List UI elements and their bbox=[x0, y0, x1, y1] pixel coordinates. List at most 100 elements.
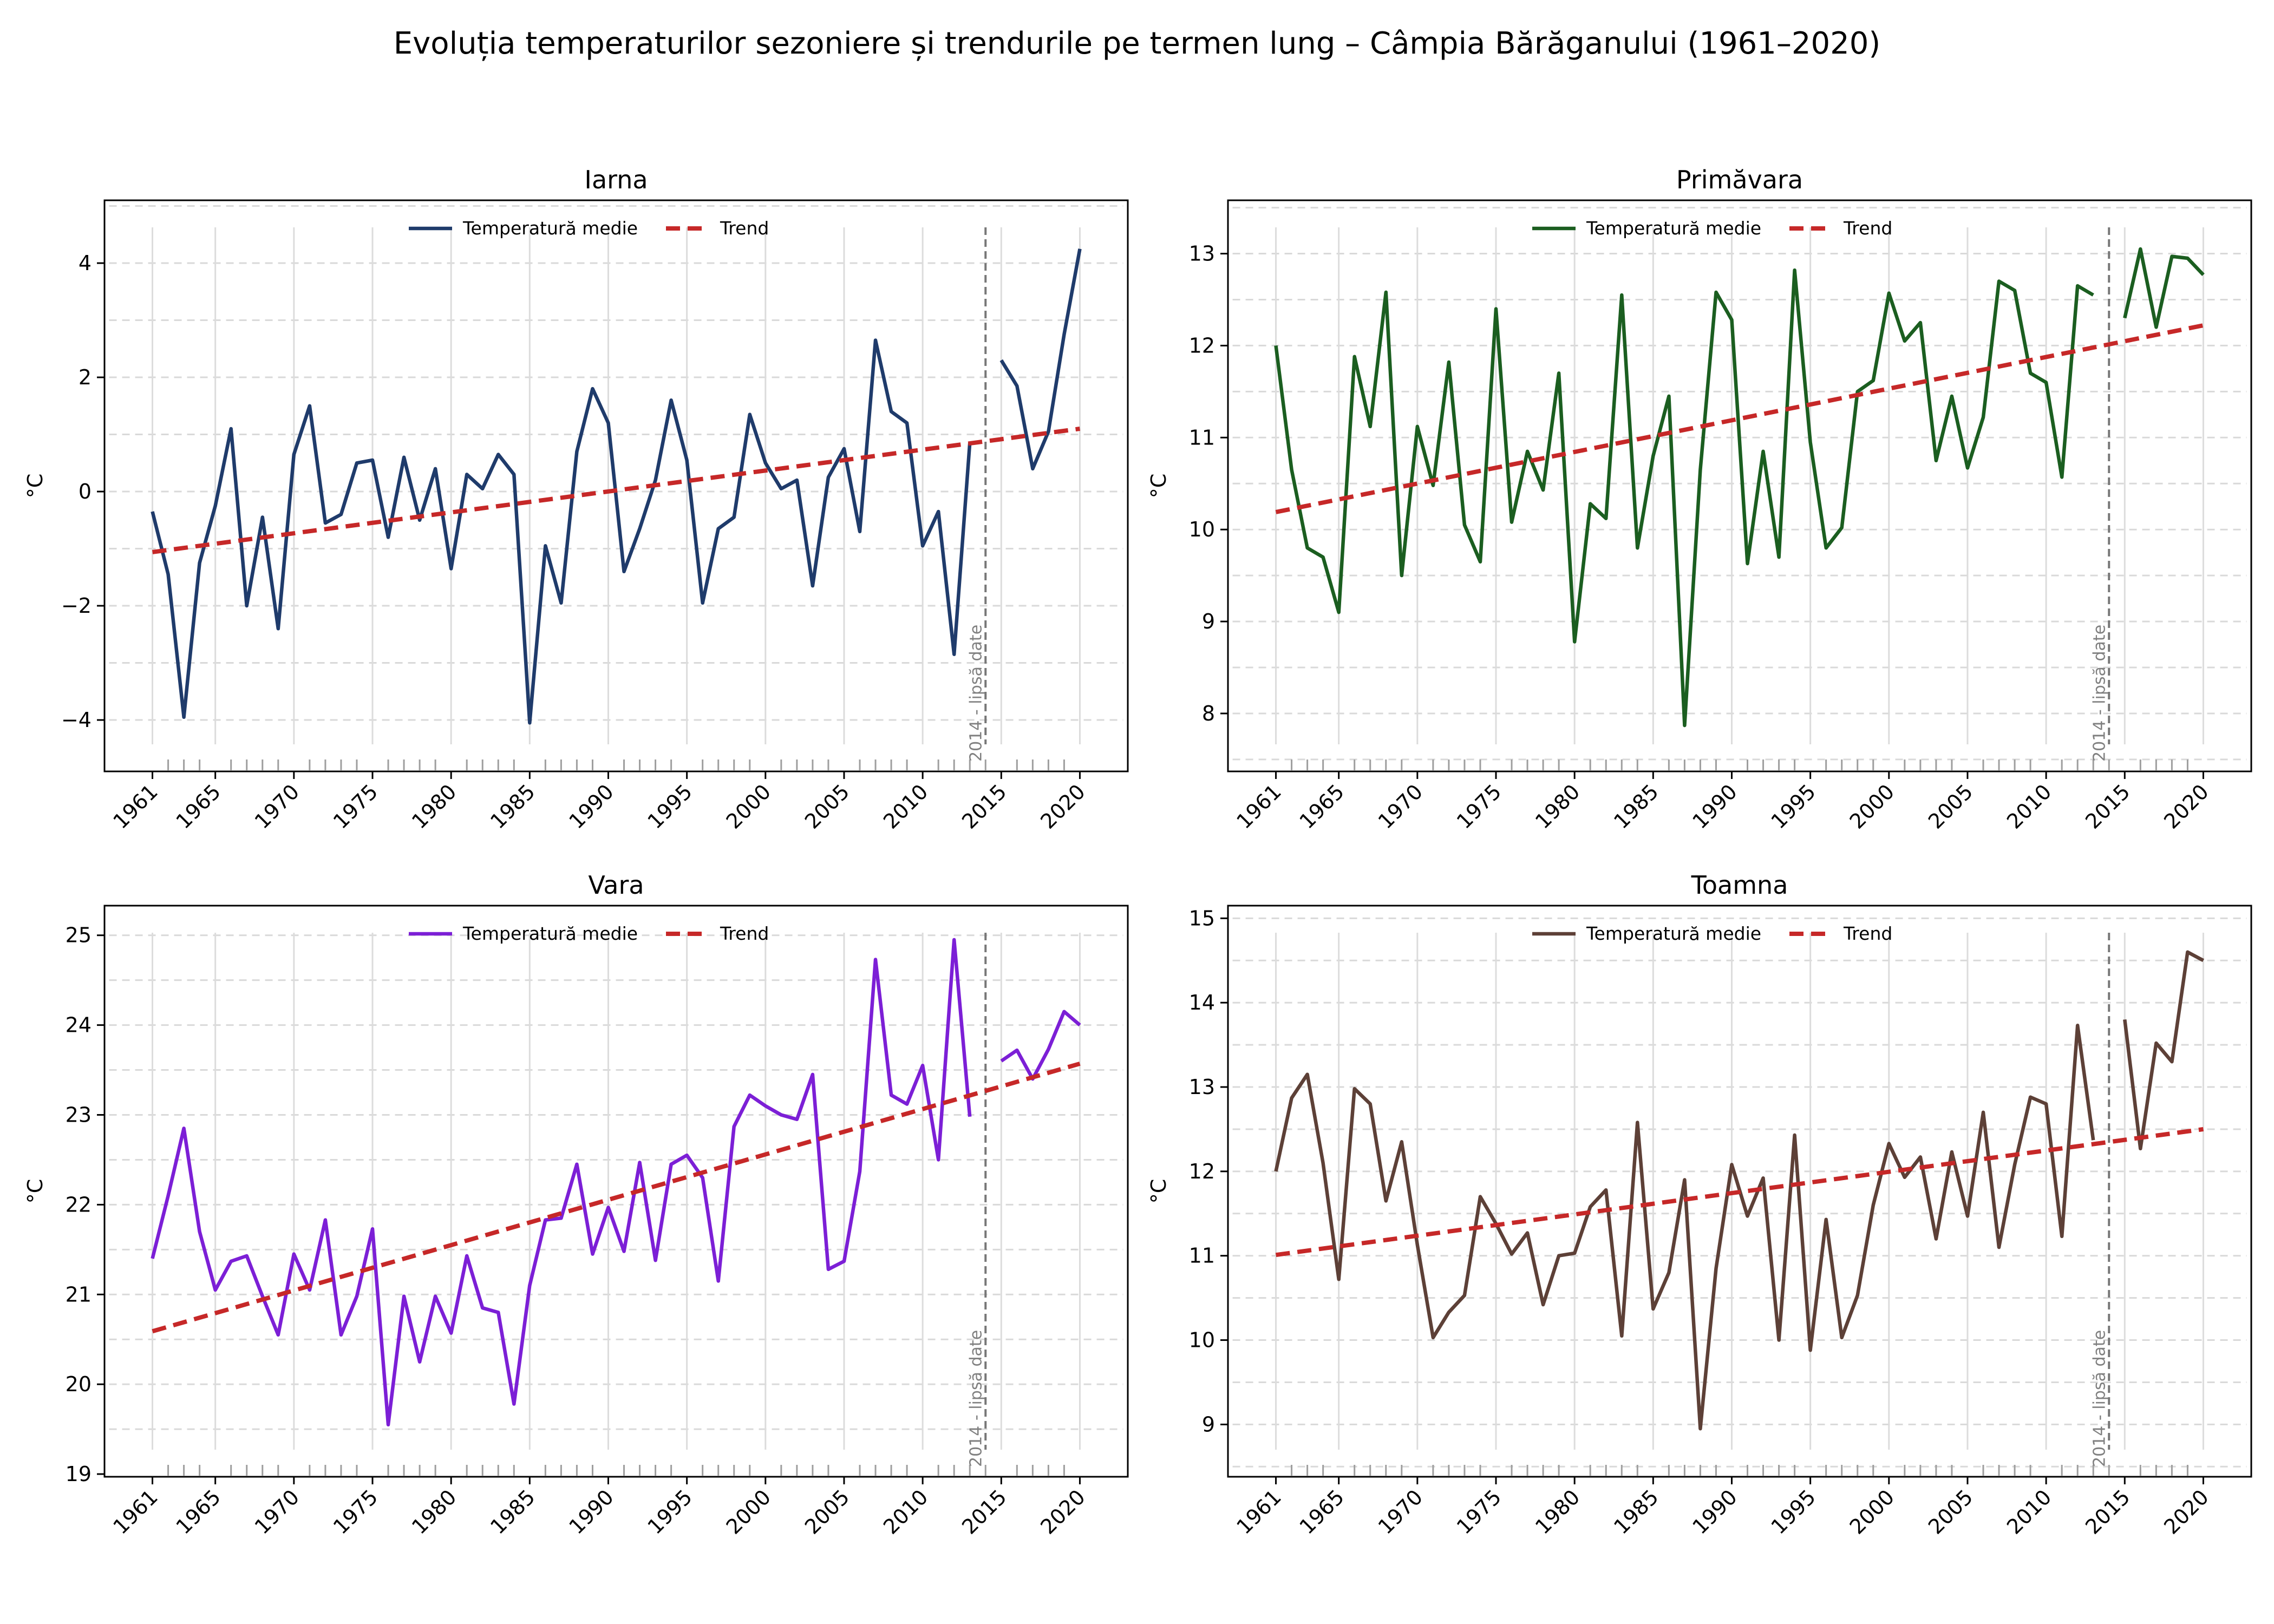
data-point bbox=[574, 449, 579, 454]
y-tick-label: 15 bbox=[1189, 906, 1215, 930]
data-point bbox=[1062, 1010, 1066, 1014]
data-point bbox=[842, 1259, 846, 1263]
x-tick-label: 1975 bbox=[329, 1485, 383, 1539]
x-tick-label: 2015 bbox=[2081, 1485, 2135, 1539]
data-point bbox=[527, 1284, 532, 1288]
y-tick-label: −4 bbox=[61, 708, 92, 732]
data-point bbox=[1541, 1302, 1545, 1307]
y-tick-label: 4 bbox=[79, 251, 92, 275]
data-point bbox=[968, 1115, 972, 1119]
x-tick-label: 1961 bbox=[108, 1485, 162, 1539]
gap-annotation: 2014 - lipsă date bbox=[966, 1330, 985, 1467]
x-tick-label: 1970 bbox=[250, 780, 304, 834]
y-tick-label: 19 bbox=[66, 1462, 92, 1486]
data-point bbox=[1746, 561, 1750, 566]
data-point bbox=[2154, 325, 2158, 329]
data-point bbox=[669, 1162, 674, 1167]
axes-frame bbox=[1227, 905, 2252, 1478]
y-tick-label: 8 bbox=[1202, 702, 1215, 725]
x-tick-label: 1995 bbox=[1767, 1485, 1821, 1539]
data-point bbox=[1274, 1169, 1278, 1174]
data-point bbox=[936, 509, 940, 514]
data-point bbox=[748, 412, 752, 417]
x-tick-label: 2000 bbox=[722, 1485, 776, 1539]
data-point bbox=[496, 452, 500, 456]
legend-label-trend: Trend bbox=[720, 923, 769, 944]
data-point bbox=[2170, 254, 2174, 259]
mean-temperature-line bbox=[1274, 247, 2205, 728]
x-tick-label: 1961 bbox=[1232, 1485, 1286, 1539]
x-tick-label: 1961 bbox=[1232, 780, 1286, 834]
x-tick-label: 1975 bbox=[329, 780, 383, 834]
x-tick-label: 1965 bbox=[172, 1485, 226, 1539]
data-point bbox=[402, 455, 406, 460]
data-point bbox=[1321, 555, 1325, 559]
data-point bbox=[559, 601, 563, 605]
data-point bbox=[889, 1093, 893, 1097]
data-point bbox=[182, 1126, 186, 1130]
data-point bbox=[166, 1194, 171, 1198]
y-tick-label: 20 bbox=[66, 1372, 92, 1396]
x-tick-label: 1990 bbox=[564, 780, 618, 834]
y-tick-label: 13 bbox=[1189, 1075, 1215, 1099]
legend-entry-mean: Temperatură medie bbox=[409, 218, 638, 239]
data-point bbox=[1541, 488, 1545, 492]
data-point bbox=[1903, 339, 1907, 343]
data-point bbox=[1997, 1245, 2001, 1249]
legend-label-trend: Trend bbox=[720, 218, 769, 239]
data-point bbox=[1415, 424, 1420, 429]
data-point bbox=[2185, 950, 2190, 954]
data-point bbox=[1619, 293, 1624, 297]
y-tick-label: 13 bbox=[1189, 242, 1215, 266]
data-point bbox=[1981, 415, 1985, 420]
data-point bbox=[1604, 1188, 1608, 1192]
x-tick-label: 2015 bbox=[957, 1485, 1011, 1539]
panel-title: Toamna bbox=[1691, 870, 1788, 900]
data-point bbox=[1478, 1195, 1482, 1199]
data-point bbox=[1384, 1199, 1388, 1203]
data-point bbox=[1337, 610, 1341, 614]
data-point bbox=[826, 1267, 831, 1272]
data-point bbox=[370, 458, 375, 462]
data-point bbox=[245, 604, 249, 608]
x-tick-label: 2000 bbox=[722, 780, 776, 834]
x-tick-label: 2000 bbox=[1845, 780, 1899, 834]
y-tick-label: 14 bbox=[1189, 991, 1215, 1014]
legend-entry-trend: Trend bbox=[1789, 218, 1892, 239]
panel-title: Primăvara bbox=[1676, 165, 1803, 194]
x-tick-label: 1995 bbox=[643, 1485, 697, 1539]
x-tick-label: 2020 bbox=[2159, 1485, 2213, 1539]
data-point bbox=[716, 527, 721, 531]
data-point bbox=[1918, 1155, 1923, 1159]
y-tick-label: 10 bbox=[1189, 1328, 1215, 1352]
data-point bbox=[1934, 459, 1938, 463]
data-point bbox=[2122, 316, 2127, 320]
data-point bbox=[2154, 1041, 2158, 1045]
data-point bbox=[1887, 291, 1891, 296]
x-tick-label: 2015 bbox=[2081, 780, 2135, 834]
data-point bbox=[2060, 475, 2064, 479]
data-point bbox=[292, 1252, 296, 1256]
data-point bbox=[905, 421, 909, 425]
y-tick-label: 0 bbox=[79, 480, 92, 503]
data-point bbox=[1400, 573, 1404, 578]
y-tick-label: 12 bbox=[1189, 333, 1215, 357]
data-point bbox=[889, 409, 893, 414]
x-tick-label: 1970 bbox=[1374, 780, 1428, 834]
legend-entry-mean: Temperatură medie bbox=[409, 923, 638, 944]
data-point bbox=[952, 652, 956, 657]
data-point bbox=[763, 461, 768, 465]
data-point bbox=[166, 572, 171, 577]
x-tick-label: 2005 bbox=[800, 780, 854, 834]
data-point bbox=[292, 452, 296, 456]
y-tick-label: 2 bbox=[79, 365, 92, 389]
y-axis-label: °C bbox=[1147, 474, 1171, 499]
axes-frame bbox=[103, 199, 1129, 772]
y-tick-label: −2 bbox=[61, 594, 92, 618]
legend-entry-trend: Trend bbox=[666, 218, 769, 239]
x-tick-label: 2020 bbox=[1036, 780, 1090, 834]
mean-temperature-line bbox=[151, 248, 1082, 725]
data-point bbox=[1447, 360, 1451, 364]
panel-title: Vara bbox=[588, 870, 644, 900]
x-tick-label: 1965 bbox=[172, 780, 226, 834]
